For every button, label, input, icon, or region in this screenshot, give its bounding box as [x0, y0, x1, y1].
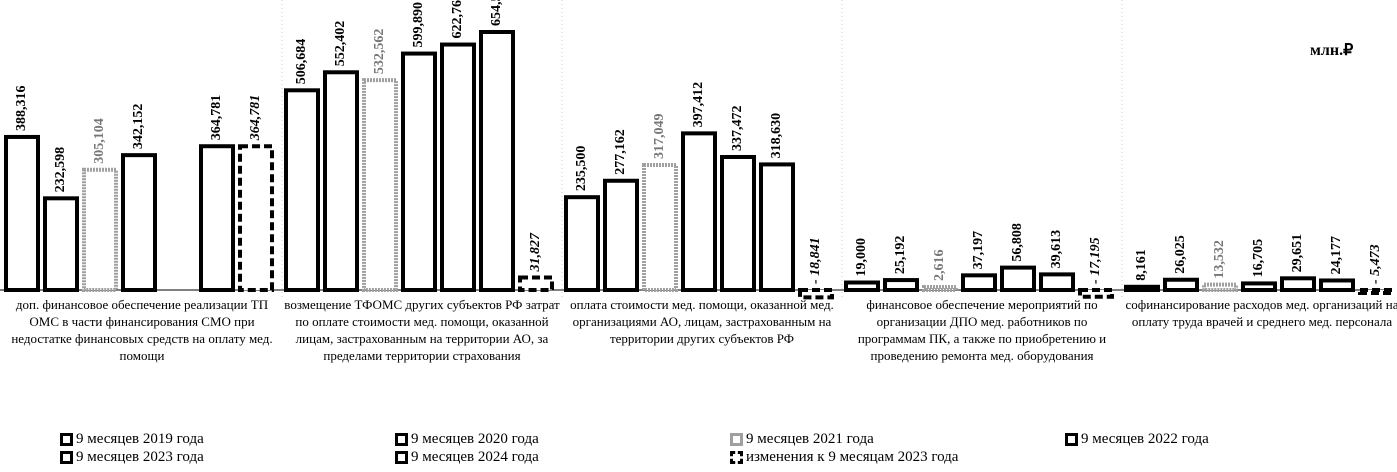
bar [961, 273, 997, 292]
value-label: 318,630 [769, 113, 784, 159]
bar [43, 196, 79, 292]
legend-label: 9 месяцев 2023 года [76, 449, 204, 465]
legend-item: изменения к 9 месяцам 2023 года [730, 449, 958, 466]
bar [199, 144, 235, 292]
value-label: 13,532 [1212, 240, 1227, 279]
legend-swatch [395, 433, 408, 446]
unit-label: млн.₽ [1310, 42, 1354, 59]
bar [1280, 276, 1316, 293]
value-label: 235,500 [574, 146, 589, 192]
bar [1358, 288, 1394, 295]
category-label: финансовое обеспечение мероприятий по ор… [857, 297, 1107, 363]
bar [479, 30, 515, 292]
value-label: 654,593 [489, 0, 504, 26]
bar [1078, 288, 1114, 299]
legend-item: 9 месяцев 2021 года [730, 431, 874, 448]
bar [4, 134, 40, 292]
value-label: 342,152 [131, 104, 146, 150]
bar [121, 153, 157, 292]
value-label: 397,412 [691, 82, 706, 128]
legend-label: изменения к 9 месяцам 2023 года [746, 449, 959, 465]
value-label: 506,684 [294, 39, 309, 85]
bar [518, 275, 554, 293]
legend-label: 9 месяцев 2024 года [411, 449, 539, 465]
value-label: 305,104 [92, 118, 107, 164]
bar [798, 288, 834, 300]
value-label: 337,472 [730, 105, 745, 151]
value-label: 364,781 [209, 95, 224, 141]
value-label: 26,025 [1173, 235, 1188, 274]
legend-swatch [1065, 433, 1078, 446]
legend-item: 9 месяцев 2020 года [395, 431, 539, 448]
legend-swatch [730, 433, 743, 446]
legend-item: 9 месяцев 2019 года [60, 431, 204, 448]
legend-swatch [60, 433, 73, 446]
value-label: - 17,195 [1088, 237, 1103, 284]
category-label: возмещение ТФОМС других субъектов РФ зат… [284, 297, 560, 363]
value-label: - 5,473 [1368, 244, 1383, 284]
bar [1319, 278, 1355, 292]
value-label: 31,827 [528, 232, 543, 273]
bar [759, 162, 795, 293]
value-label: 317,049 [652, 114, 667, 160]
bar [362, 78, 398, 292]
value-label: 232,598 [53, 147, 68, 193]
legend-label: 9 месяцев 2021 года [746, 431, 874, 447]
bar [844, 280, 880, 293]
bar [681, 131, 717, 292]
value-label: 277,162 [613, 129, 628, 175]
bar [1202, 282, 1238, 293]
legend-swatch [395, 451, 408, 464]
value-label: 552,402 [333, 21, 348, 67]
bar [1000, 265, 1036, 292]
bar [922, 285, 958, 292]
bar [323, 70, 359, 292]
value-label: 19,000 [854, 238, 869, 277]
value-label: 2,616 [932, 250, 947, 282]
bar [883, 278, 919, 292]
value-label: 16,705 [1251, 239, 1266, 278]
bar [720, 154, 756, 292]
value-label: - 18,841 [808, 237, 823, 284]
bar [1124, 284, 1160, 293]
bar [1039, 272, 1075, 293]
legend-label: 9 месяцев 2019 года [76, 431, 204, 447]
value-label: 532,562 [372, 29, 387, 75]
legend-label: 9 месяцев 2020 года [411, 431, 539, 447]
legend-item: 9 месяцев 2024 года [395, 449, 539, 466]
bar [440, 42, 476, 292]
category-label: оплата стоимости мед. помощи, оказанной … [570, 297, 834, 346]
value-label: 29,651 [1290, 234, 1305, 273]
legend-item: 9 месяцев 2022 года [1065, 431, 1209, 448]
legend-swatch [60, 451, 73, 464]
bar [82, 167, 118, 292]
bar [564, 195, 600, 293]
legend-label: 9 месяцев 2022 года [1081, 431, 1209, 447]
bar [1241, 281, 1277, 292]
value-label: 24,177 [1329, 236, 1344, 275]
value-label: 622,767 [450, 0, 465, 39]
bar [401, 51, 437, 292]
value-label: 37,197 [971, 231, 986, 270]
bar [284, 88, 320, 292]
value-label: 364,781 [248, 95, 263, 142]
value-label: 388,316 [14, 85, 29, 131]
value-label: 599,890 [411, 2, 426, 48]
category-label: софинансирование расходов мед. организац… [1125, 297, 1397, 329]
value-label: 56,808 [1010, 223, 1025, 262]
bar [603, 178, 639, 293]
bar [238, 144, 274, 292]
value-label: 39,613 [1049, 230, 1064, 269]
value-label: 8,161 [1134, 249, 1149, 281]
bar [1163, 277, 1199, 292]
legend-item: 9 месяцев 2023 года [60, 449, 204, 466]
bar [642, 163, 678, 292]
value-label: 25,192 [893, 236, 908, 275]
category-label: доп. финансовое обеспечение реализации Т… [11, 297, 273, 363]
legend-swatch [730, 451, 743, 464]
